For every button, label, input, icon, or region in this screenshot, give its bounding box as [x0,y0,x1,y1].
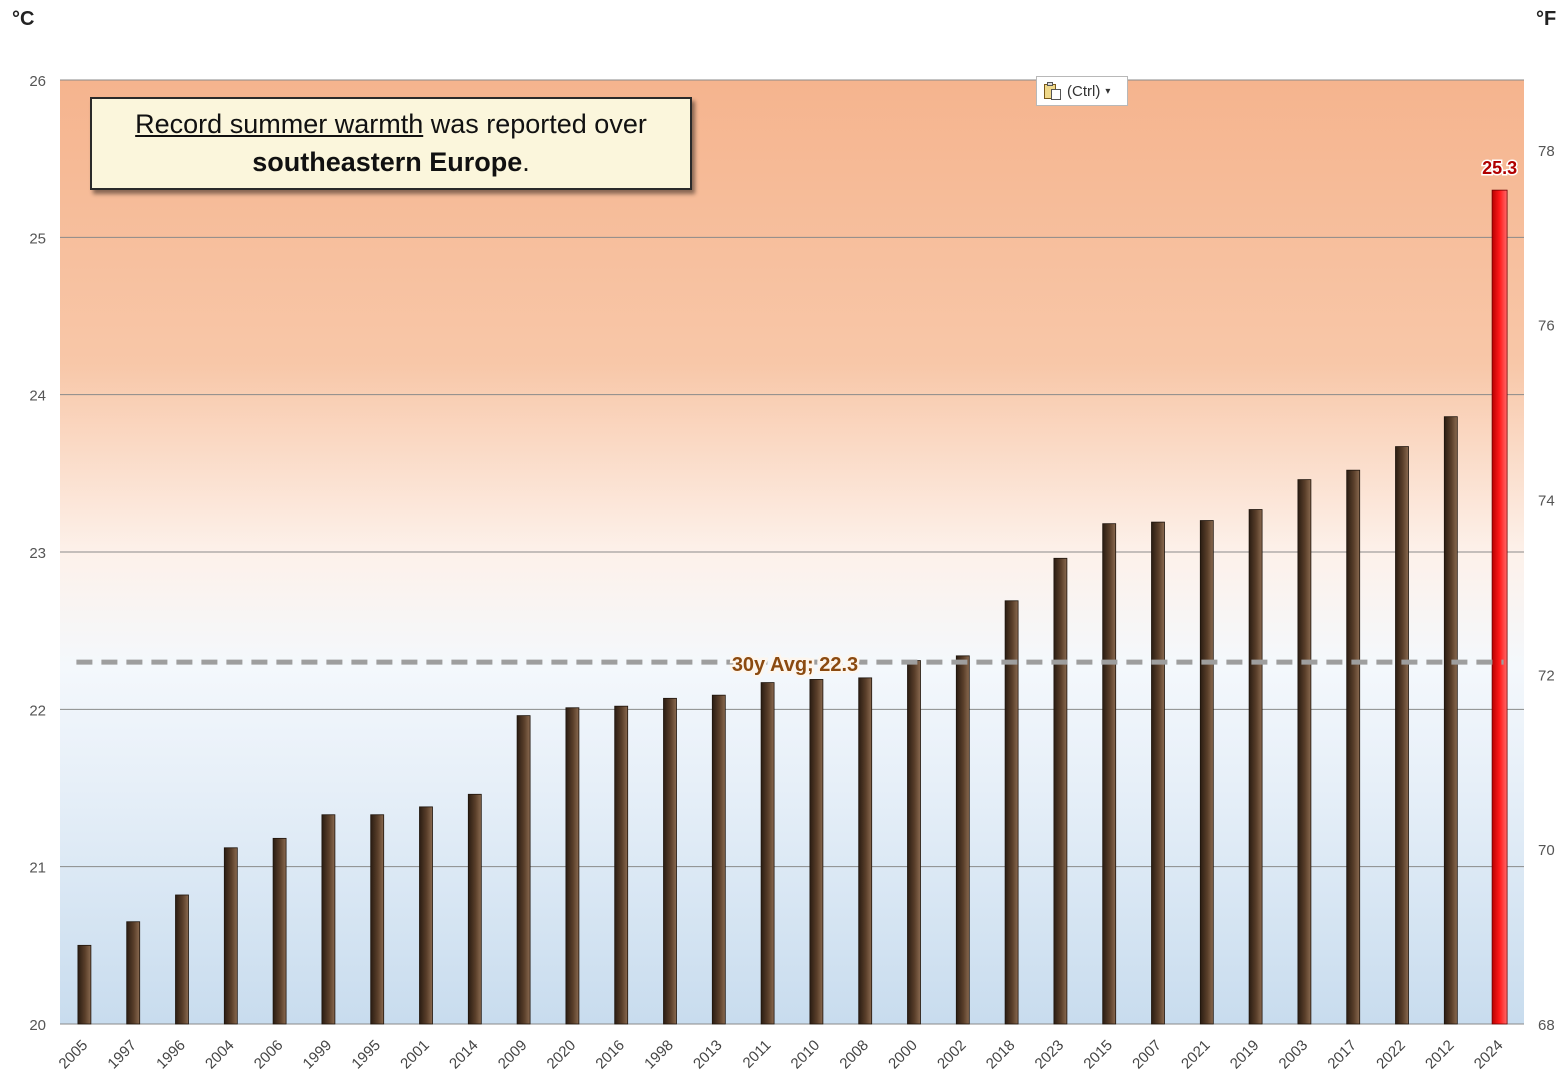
x-tick-label: 1999 [300,1037,336,1073]
callout-bold-text: southeastern Europe [252,147,523,177]
x-tick-label: 2010 [788,1037,824,1073]
bar [565,707,580,1025]
clipboard-icon [1043,81,1063,101]
bar [1248,509,1263,1025]
bar [223,847,238,1025]
y2-axis-unit-fahrenheit: °F [1536,8,1557,30]
y2-tick-label: 78 [1538,143,1555,160]
x-tick-label: 2005 [56,1037,92,1073]
x-tick-label: 2023 [1032,1037,1068,1073]
x-tick-label: 1995 [348,1037,384,1073]
x-tick-label: 2013 [690,1037,726,1073]
bar [516,715,531,1025]
bar [77,944,92,1025]
x-tick-label: 2002 [934,1037,970,1073]
y-tick-label: 21 [29,860,46,877]
y2-tick-label: 70 [1538,842,1555,859]
y2-tick-label: 68 [1538,1017,1555,1034]
y-tick-label: 24 [29,388,46,405]
x-axis-ticks: 2005 1997 1996 2004 2006 1999 1995 2001 2014 2009… [56,1037,1507,1073]
x-tick-label: 2007 [1129,1037,1165,1073]
x-tick-label: 2018 [983,1037,1019,1073]
x-tick-label: 1998 [641,1037,677,1073]
x-tick-label: 2022 [1373,1037,1409,1073]
bar-highlight [1491,189,1508,1025]
x-tick-label: 2011 [740,1037,775,1072]
bar [321,814,336,1025]
callout-middle-text: was reported over [423,109,647,139]
bar [1346,469,1361,1025]
y2-axis-ticks: 68 70 72 74 76 78 [1538,143,1555,1034]
x-tick-label: 2014 [446,1037,482,1073]
callout-line-2: southeastern Europe. [92,143,690,181]
bar [614,705,629,1025]
bar [126,921,141,1025]
x-tick-label: 2024 [1471,1037,1507,1073]
x-tick-label: 2017 [1324,1037,1360,1073]
x-tick-label: 1997 [104,1037,140,1073]
callout-box: Record summer warmth was reported over s… [90,97,692,190]
x-tick-label: 2016 [592,1037,628,1073]
bar [419,806,433,1025]
bar [370,814,385,1025]
average-line-group: 30y Avg; 22.3 [76,652,1504,679]
bar [858,677,873,1025]
y2-tick-label: 72 [1538,667,1555,684]
bar [663,697,677,1025]
x-tick-label: 2000 [885,1037,921,1073]
gridlines [60,79,1524,1025]
y2-tick-label: 74 [1538,493,1555,510]
x-tick-label: 2006 [251,1037,287,1073]
bar [175,894,189,1025]
paste-options-button[interactable]: (Ctrl) ▾ [1036,76,1128,106]
bar [467,793,482,1025]
y-tick-label: 23 [29,545,46,562]
bar [955,655,970,1025]
y-axis-unit-celsius: °C [12,8,35,30]
y-tick-label: 22 [29,702,46,719]
bar [907,660,921,1025]
x-tick-label: 2009 [495,1037,531,1073]
x-tick-label: 1996 [153,1037,189,1073]
x-tick-label: 2001 [397,1037,433,1073]
bar [1151,521,1165,1025]
chevron-down-icon: ▾ [1105,85,1111,97]
y-axis-ticks: 20 21 22 23 24 25 26 [29,73,46,1034]
y-tick-label: 20 [29,1017,46,1034]
highlight-value-label: 25.3 [1482,158,1517,178]
bars: 25.3 [77,157,1519,1025]
bar [1102,523,1117,1025]
callout-end-text: . [522,147,530,177]
bar [809,679,824,1025]
x-tick-label: 2019 [1227,1037,1263,1073]
x-tick-label: 2008 [836,1037,872,1073]
bar [1443,416,1458,1025]
bar [760,682,775,1025]
callout-underlined-text: Record summer warmth [135,109,424,139]
paste-options-label: (Ctrl) [1067,82,1101,100]
y-tick-label: 25 [29,230,46,247]
x-tick-label: 2020 [544,1037,580,1073]
bar [1395,446,1409,1025]
average-line-label: 30y Avg; 22.3 [732,654,858,676]
y-tick-label: 26 [29,73,46,90]
bar [1004,600,1019,1025]
bar [1297,479,1312,1025]
x-tick-label: 2012 [1422,1037,1458,1073]
y2-tick-label: 76 [1538,318,1555,335]
bar [272,837,287,1025]
x-tick-label: 2021 [1178,1037,1214,1073]
x-tick-label: 2015 [1080,1037,1116,1073]
bar [711,694,726,1025]
bar [1199,520,1214,1025]
x-tick-label: 2003 [1276,1037,1312,1073]
x-tick-label: 2004 [202,1037,238,1073]
callout-line-1: Record summer warmth was reported over [92,105,690,143]
bar [1053,557,1068,1025]
